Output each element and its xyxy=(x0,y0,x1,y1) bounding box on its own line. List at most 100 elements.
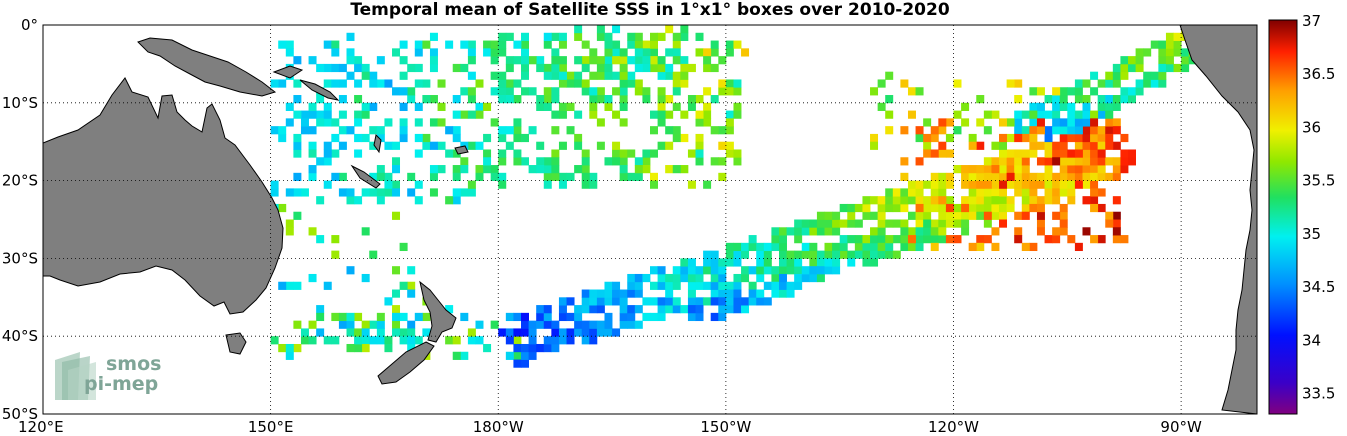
salinity-cell xyxy=(293,79,302,88)
salinity-cell xyxy=(1059,165,1068,174)
salinity-cell xyxy=(1128,95,1136,104)
salinity-cell xyxy=(1059,149,1068,158)
salinity-cell xyxy=(763,281,772,290)
salinity-cell xyxy=(718,141,727,150)
salinity-cell xyxy=(1044,196,1053,205)
salinity-cell xyxy=(422,95,431,104)
salinity-cell xyxy=(1021,157,1030,166)
salinity-cell xyxy=(354,312,363,322)
salinity-cell xyxy=(528,336,537,345)
salinity-cell xyxy=(976,235,985,244)
salinity-cell xyxy=(1105,172,1114,181)
salinity-cell xyxy=(983,172,992,181)
salinity-cell xyxy=(574,32,583,41)
salinity-cell xyxy=(513,351,522,360)
salinity-cell xyxy=(414,118,423,127)
salinity-cell xyxy=(1165,32,1174,41)
salinity-cell xyxy=(1165,56,1174,65)
salinity-cell xyxy=(976,188,985,197)
salinity-cell xyxy=(369,172,378,181)
salinity-cell xyxy=(832,250,841,259)
salinity-cell xyxy=(278,343,287,353)
salinity-cell xyxy=(938,219,947,228)
fiji-islands xyxy=(454,145,469,155)
salinity-cell xyxy=(870,211,879,220)
salinity-cell xyxy=(596,141,605,150)
salinity-cell xyxy=(369,188,378,197)
salinity-cell xyxy=(763,242,772,252)
salinity-cell xyxy=(1067,180,1076,189)
salinity-cell xyxy=(710,63,719,73)
salinity-cell xyxy=(612,141,621,150)
salinity-cell xyxy=(938,126,947,135)
salinity-cell xyxy=(915,242,924,252)
salinity-cell xyxy=(725,126,734,135)
salinity-cell xyxy=(907,87,916,96)
salinity-cell xyxy=(680,71,689,80)
salinity-cell xyxy=(338,63,347,73)
salinity-cell xyxy=(498,180,507,189)
salinity-cell xyxy=(1006,180,1015,189)
salinity-cell xyxy=(361,63,370,73)
salinity-cell xyxy=(604,320,613,329)
salinity-cell xyxy=(718,297,727,306)
salinity-cell xyxy=(346,266,355,275)
salinity-cell xyxy=(1059,157,1068,166)
salinity-cell xyxy=(581,305,590,314)
salinity-cell xyxy=(392,157,401,166)
salinity-cell xyxy=(907,235,916,244)
salinity-cell xyxy=(612,40,621,49)
salinity-cell xyxy=(308,172,317,181)
salinity-cell xyxy=(1082,227,1091,236)
salinity-cell xyxy=(437,79,446,88)
salinity-cell xyxy=(346,320,355,329)
salinity-cell xyxy=(498,79,507,88)
salinity-cell xyxy=(596,328,605,337)
salinity-cell xyxy=(915,211,924,220)
salinity-cell xyxy=(612,71,621,80)
salinity-cell xyxy=(300,188,309,197)
salinity-cell xyxy=(1014,133,1023,143)
salinity-cell xyxy=(634,273,643,283)
salinity-cell xyxy=(308,149,317,158)
salinity-cell xyxy=(399,242,408,252)
salinity-cell xyxy=(1128,149,1136,158)
salinity-cell xyxy=(521,157,529,166)
salinity-cell xyxy=(384,172,393,181)
salinity-cell xyxy=(521,71,529,80)
salinity-cell xyxy=(1067,87,1076,96)
salinity-cell xyxy=(361,273,370,283)
salinity-cell xyxy=(399,328,408,337)
salinity-cell xyxy=(703,118,712,127)
salinity-cell xyxy=(1074,165,1083,174)
salinity-cell xyxy=(733,258,742,267)
salinity-cell xyxy=(1128,87,1136,96)
salinity-cell xyxy=(551,32,560,41)
salinity-cell xyxy=(354,133,363,143)
salinity-cell xyxy=(1021,196,1030,205)
salinity-cell xyxy=(498,40,507,49)
salinity-cell xyxy=(551,87,560,96)
salinity-cell xyxy=(672,87,681,96)
salinity-cell xyxy=(521,133,529,143)
salinity-cell xyxy=(877,235,886,244)
salinity-cell xyxy=(725,110,734,119)
salinity-cell xyxy=(657,71,666,80)
salinity-cell xyxy=(1158,56,1167,65)
salinity-cell xyxy=(429,172,438,181)
salinity-cell xyxy=(816,219,825,228)
salinity-cell xyxy=(1090,188,1099,197)
salinity-cell xyxy=(1044,180,1053,189)
salinity-cell xyxy=(634,40,643,49)
salinity-cell xyxy=(346,32,355,41)
salinity-cell xyxy=(384,343,393,353)
salinity-cell xyxy=(293,95,302,104)
salinity-cell xyxy=(551,320,560,329)
salinity-cell xyxy=(968,211,977,220)
salinity-cell xyxy=(505,336,514,345)
salinity-cell xyxy=(619,172,628,181)
salinity-cell xyxy=(945,203,954,213)
salinity-cell xyxy=(695,157,704,166)
salinity-cell xyxy=(285,48,294,57)
salinity-cell xyxy=(1021,172,1030,181)
